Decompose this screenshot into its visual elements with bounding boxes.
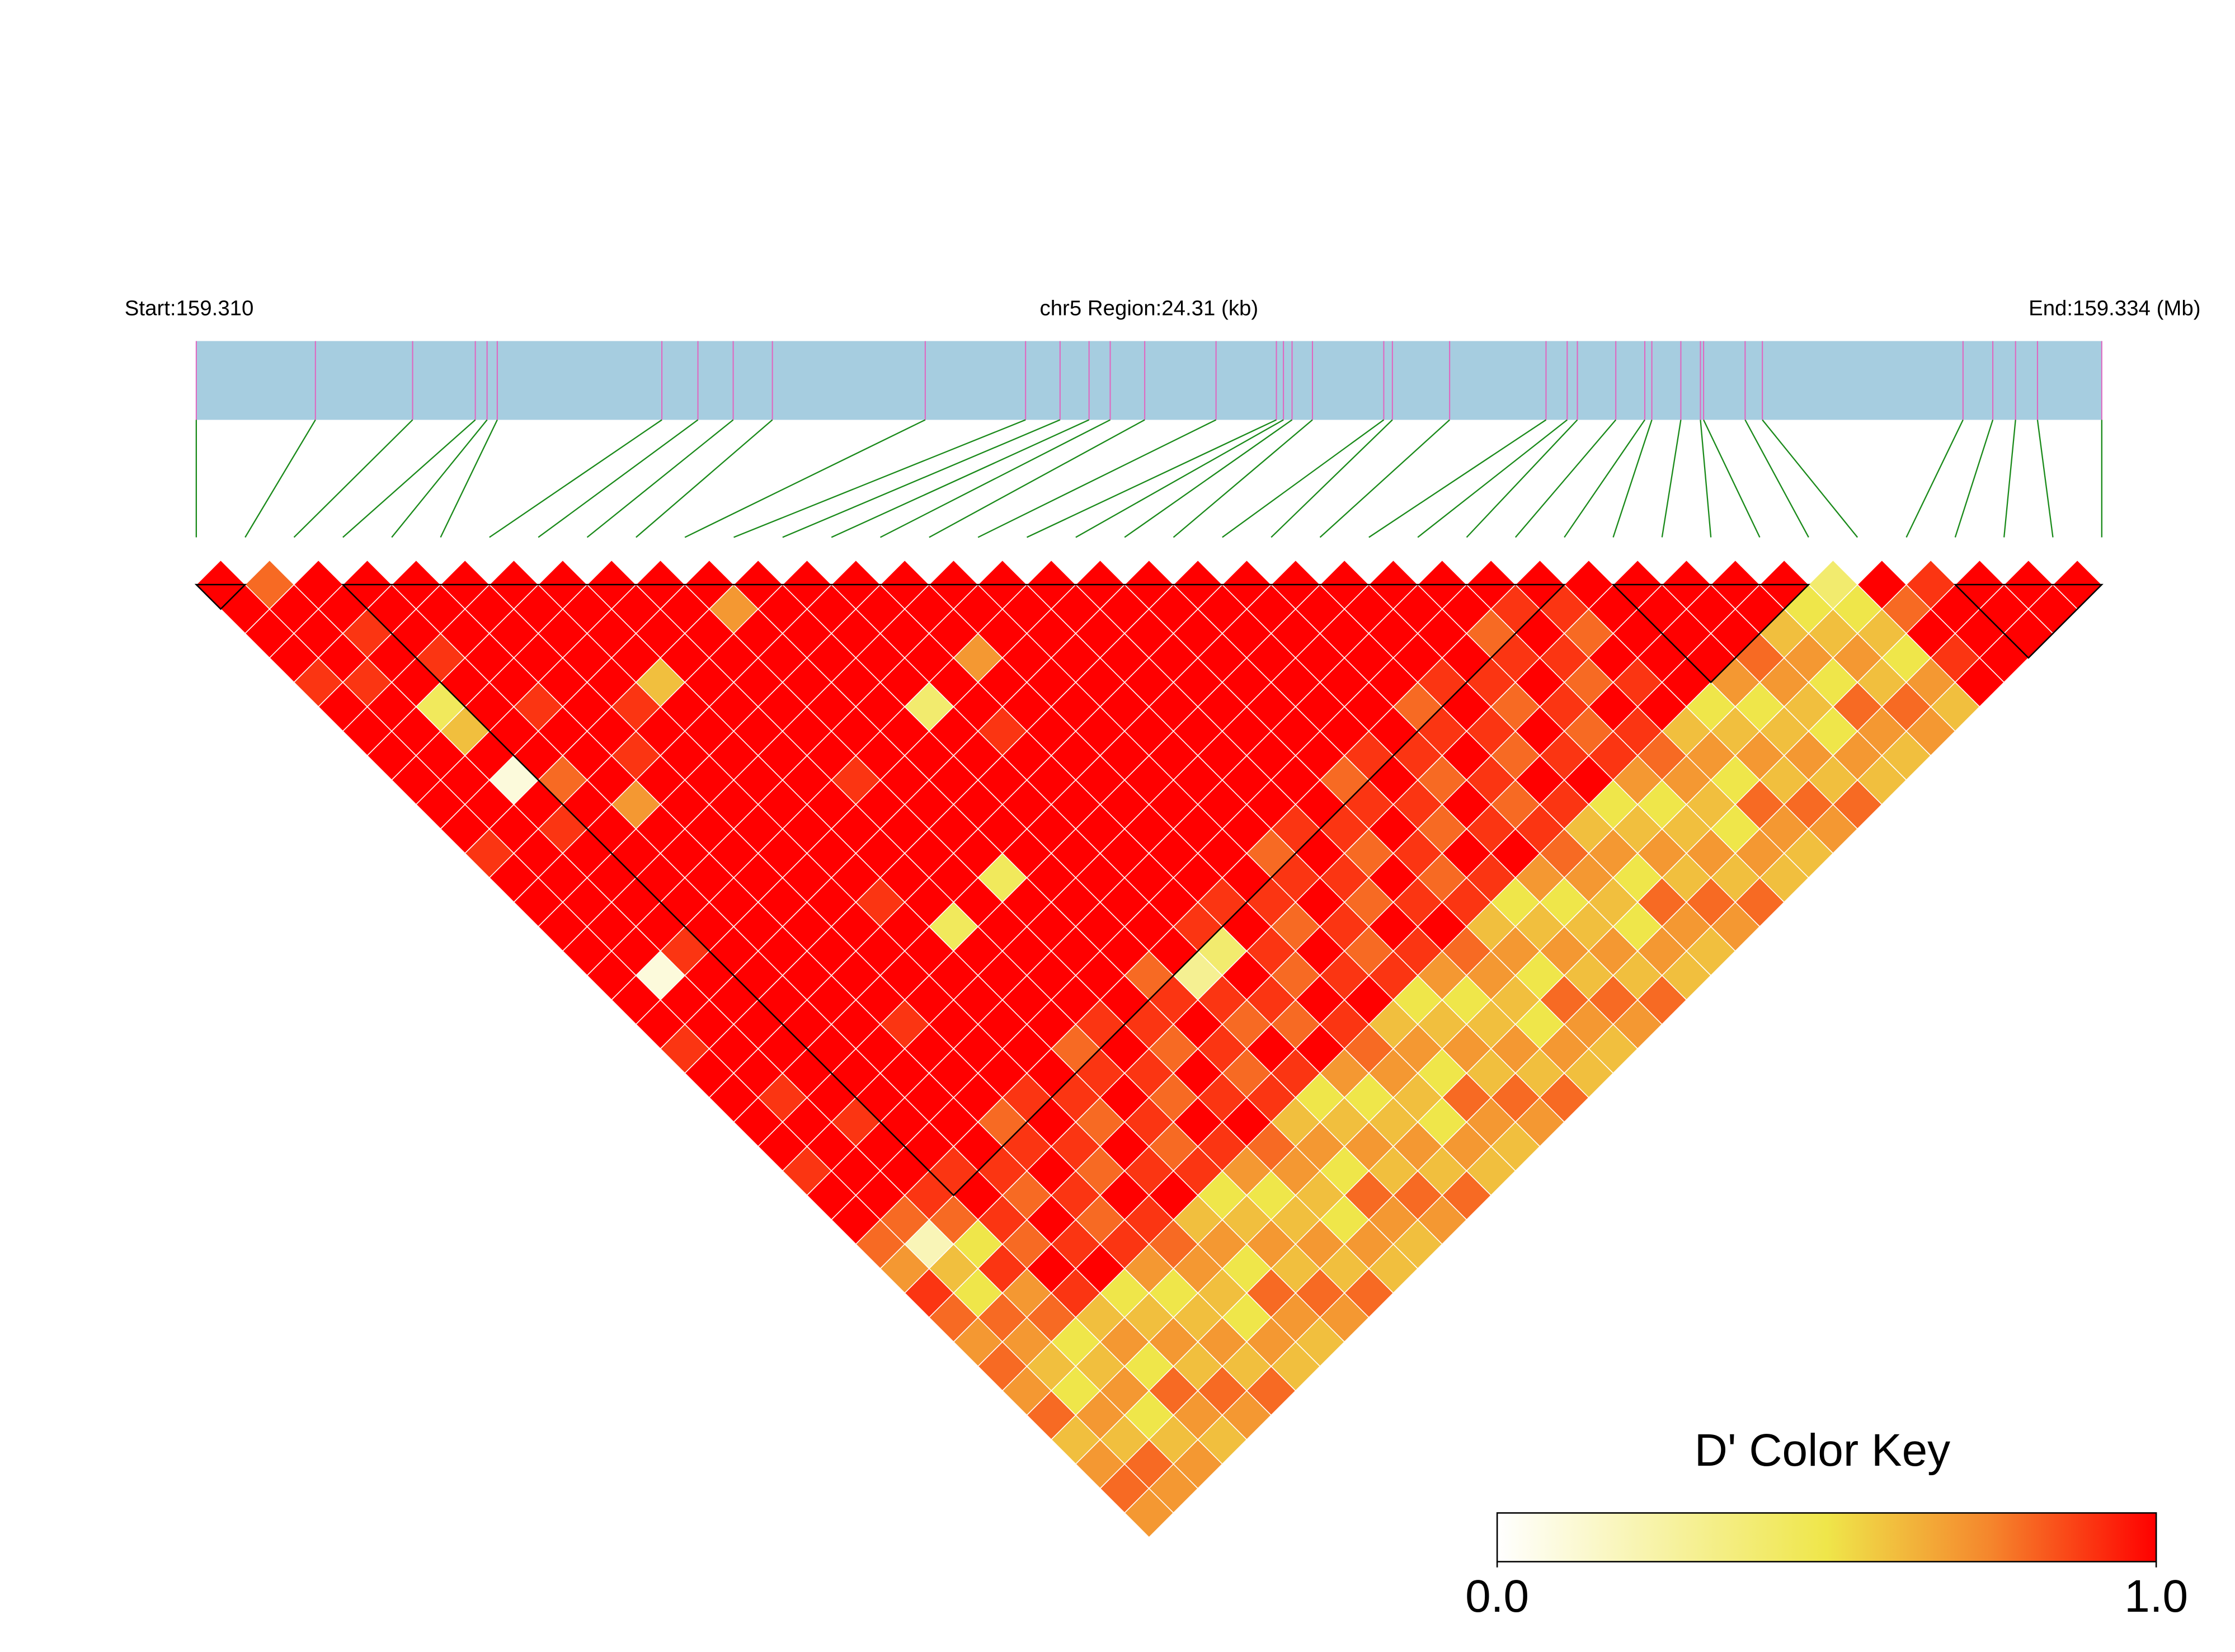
key-tick-label: 0.0 bbox=[1465, 1571, 1529, 1622]
snp-connector bbox=[1612, 420, 1653, 538]
snp-connector bbox=[342, 419, 476, 538]
snp-connector bbox=[1564, 419, 1645, 538]
snp-connector bbox=[733, 419, 1026, 538]
region-bar bbox=[196, 341, 2102, 420]
color-key bbox=[1496, 1512, 2157, 1562]
snp-connector bbox=[782, 419, 1061, 538]
snp-connector bbox=[1661, 420, 1682, 538]
snp-connector bbox=[1027, 419, 1277, 538]
snp-connector bbox=[636, 419, 773, 538]
snp-connector bbox=[977, 419, 1217, 538]
snp-connector bbox=[879, 419, 1111, 538]
ld-block bbox=[194, 583, 247, 610]
snp-connector bbox=[538, 419, 699, 538]
snp-connector bbox=[586, 419, 734, 538]
snp-connector bbox=[1905, 419, 1964, 538]
ld-cells bbox=[195, 559, 2102, 1538]
snp-connector bbox=[684, 419, 926, 538]
key-title: D' Color Key bbox=[1695, 1425, 1950, 1476]
ld-block bbox=[1953, 583, 2104, 659]
end-label: End:159.334 (Mb) bbox=[2029, 296, 2200, 321]
snp-connector bbox=[1222, 419, 1385, 538]
snp-connector bbox=[244, 419, 316, 538]
snp-connector bbox=[1368, 419, 1547, 538]
snp-connector bbox=[929, 419, 1145, 538]
snp-connector bbox=[440, 419, 498, 538]
snp-connector bbox=[1954, 420, 1994, 538]
snp-connector bbox=[489, 419, 662, 538]
region-label: chr5 Region:24.31 (kb) bbox=[1039, 296, 1258, 321]
snp-connector bbox=[1744, 419, 1809, 538]
snp-connector bbox=[1700, 420, 1712, 538]
snp-connector bbox=[1762, 419, 1858, 538]
snp-connector bbox=[293, 419, 413, 538]
snp-connector bbox=[391, 419, 488, 538]
snp-connector bbox=[831, 419, 1090, 538]
snp-connector bbox=[2003, 420, 2016, 538]
start-label: Start:159.310 bbox=[125, 296, 254, 321]
ld-block bbox=[341, 583, 1566, 1197]
snp-connector bbox=[1466, 419, 1578, 538]
snp-connector bbox=[2036, 420, 2054, 538]
snp-connector bbox=[1173, 419, 1313, 538]
snp-connector bbox=[1271, 419, 1393, 538]
snp-connector bbox=[1514, 419, 1617, 538]
snp-connector bbox=[1075, 419, 1284, 538]
snp-connector bbox=[1124, 419, 1293, 538]
snp-connector bbox=[1417, 419, 1568, 538]
snp-connector bbox=[1703, 419, 1761, 538]
snp-connector bbox=[1319, 419, 1450, 538]
key-tick-label: 1.0 bbox=[2124, 1571, 2188, 1622]
ld-block bbox=[1611, 583, 1810, 684]
